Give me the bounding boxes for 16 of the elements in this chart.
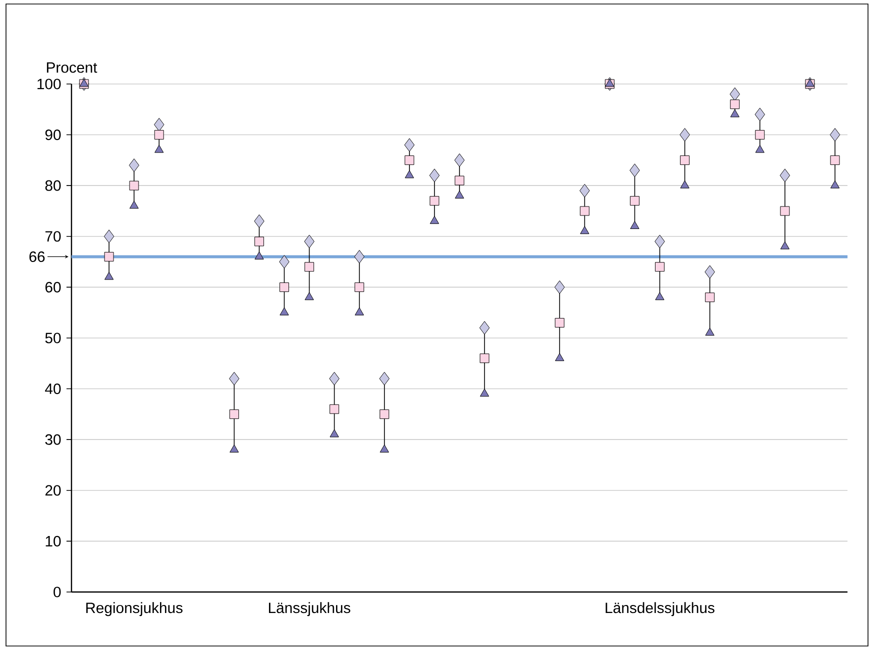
x-tick-label: Länsdelssjukhus — [606, 602, 714, 616]
y-tick-label: 0 — [54, 586, 61, 598]
ref-line-label: 66 — [29, 251, 45, 262]
y-axis-title: Procent — [46, 62, 98, 73]
y-tick-label: 30 — [45, 434, 61, 445]
y-tick-label: 100 — [38, 78, 61, 90]
y-tick-label: 80 — [45, 180, 61, 191]
x-tick-label: Länssjukhus — [268, 602, 350, 616]
y-tick-label: 50 — [45, 332, 61, 344]
y-tick-label: 90 — [45, 129, 61, 140]
y-tick-label: 20 — [45, 485, 61, 496]
y-tick-label: 60 — [45, 282, 61, 292]
y-tick-label: 40 — [45, 383, 61, 394]
y-tick-label: 70 — [45, 231, 61, 242]
y-tick-label: 10 — [46, 536, 61, 546]
x-tick-label: Regionsjukhus — [86, 602, 183, 616]
